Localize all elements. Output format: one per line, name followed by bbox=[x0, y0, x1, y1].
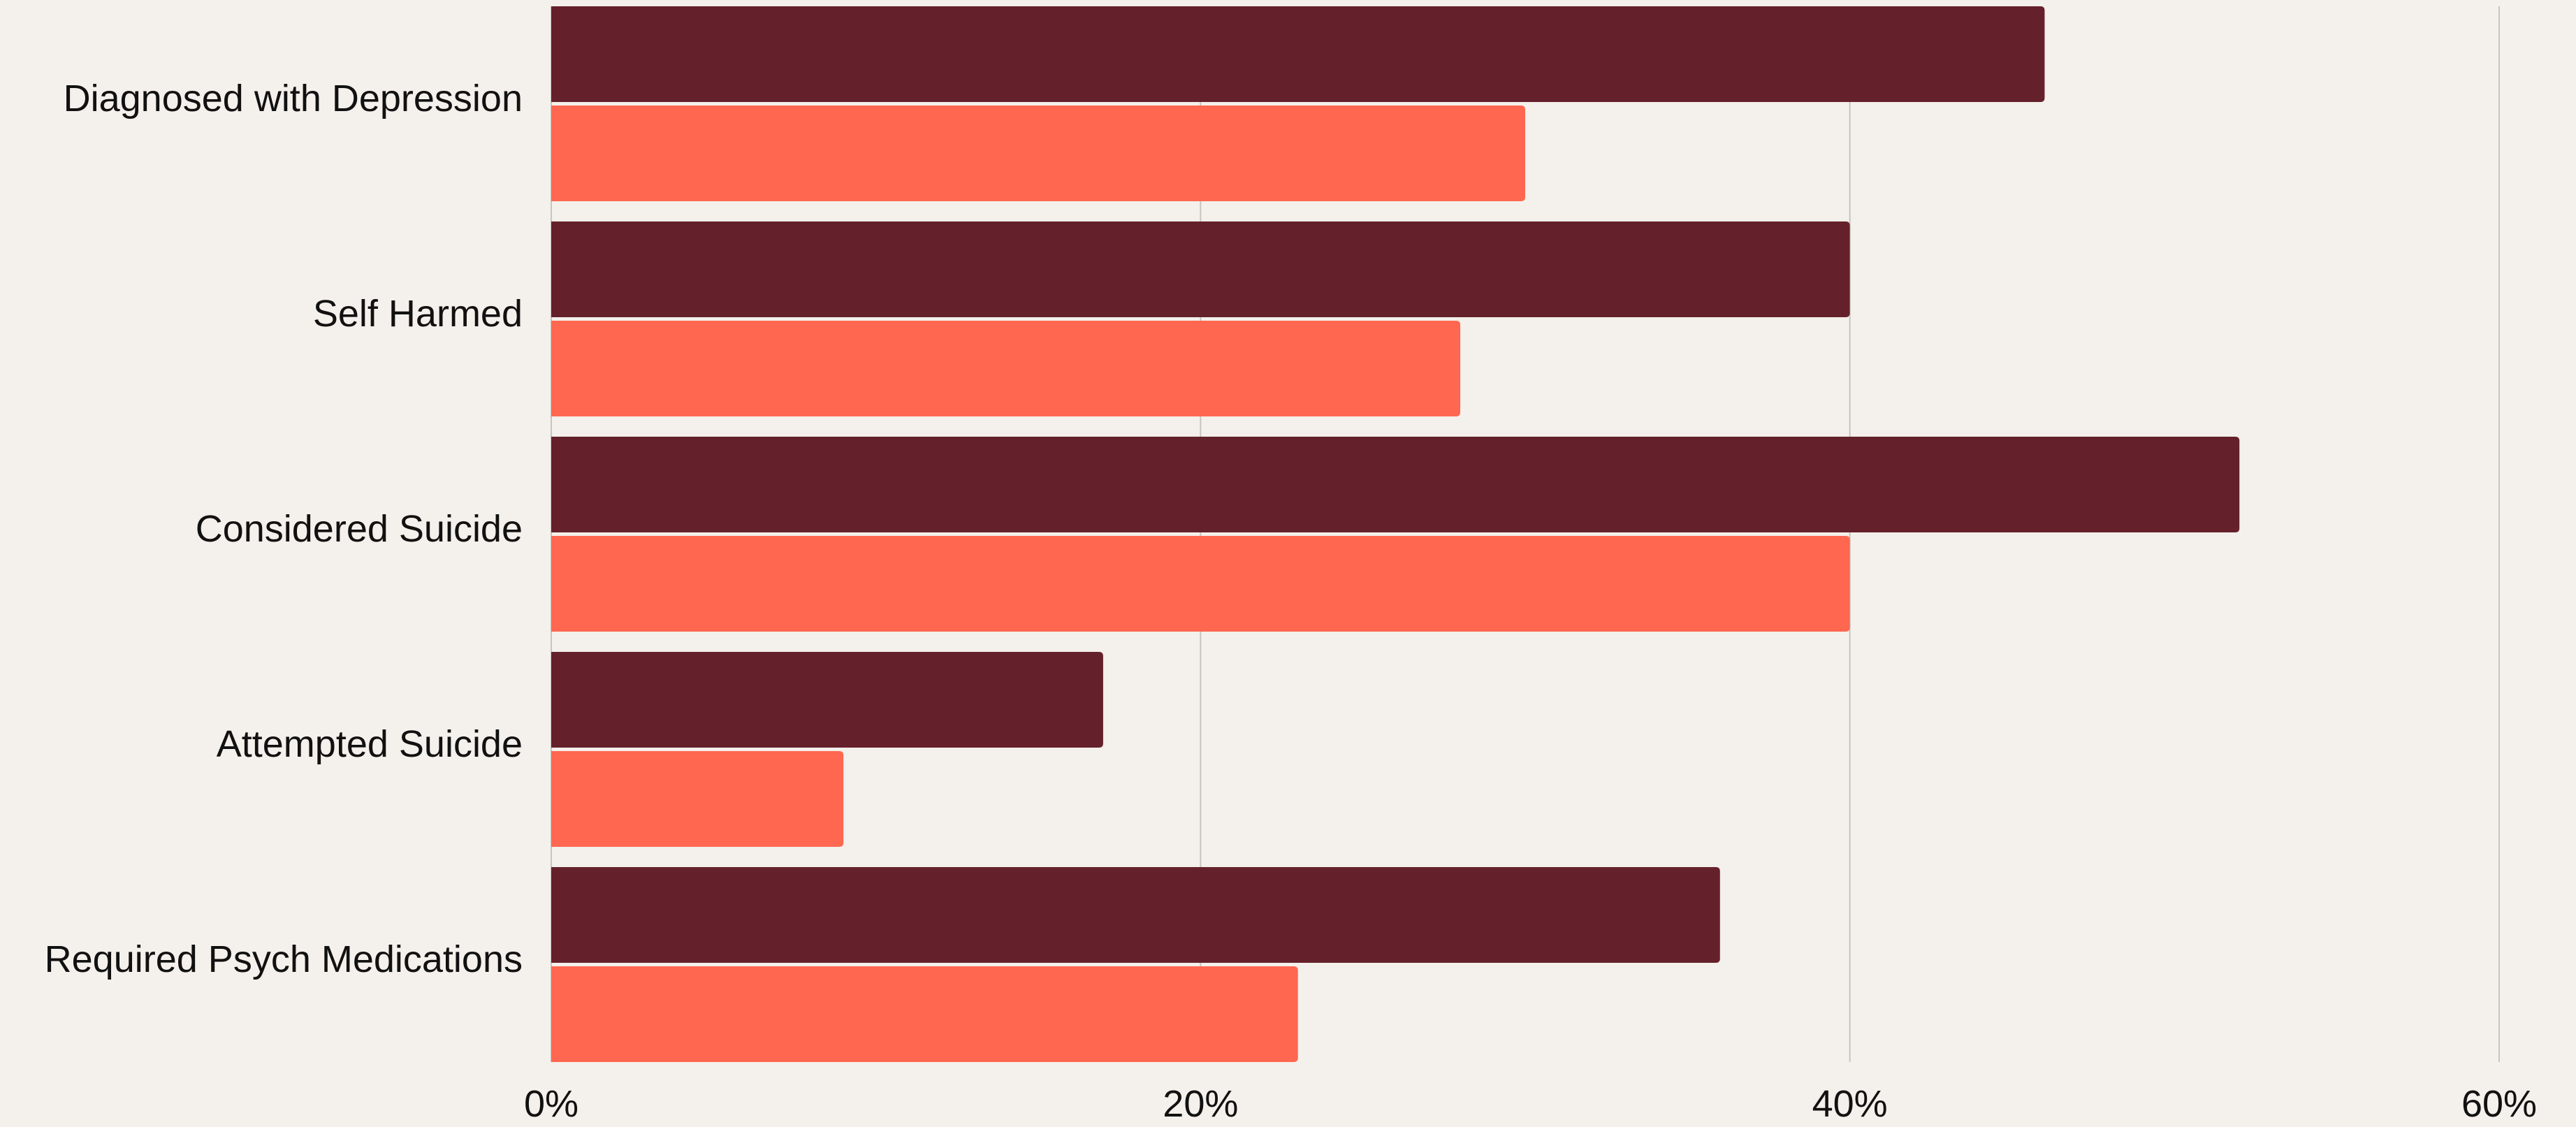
bar-4-series-0 bbox=[551, 867, 1720, 963]
bar-2-series-0 bbox=[551, 437, 2240, 532]
x-tick-label-0: 0% bbox=[524, 1083, 578, 1124]
bar-0-series-0 bbox=[551, 6, 2045, 102]
bar-1-series-0 bbox=[551, 221, 1850, 317]
bar-1-series-1 bbox=[551, 321, 1461, 416]
bar-3-series-0 bbox=[551, 652, 1103, 748]
bar-0-series-1 bbox=[551, 106, 1525, 201]
category-label-4: Required Psych Medications bbox=[45, 938, 523, 980]
category-label-0: Diagnosed with Depression bbox=[64, 78, 523, 119]
category-labels: Diagnosed with Depression Self Harmed Cons… bbox=[45, 78, 523, 980]
x-tick-label-2: 40% bbox=[1812, 1083, 1888, 1124]
x-tick-label-1: 20% bbox=[1163, 1083, 1238, 1124]
bar-3-series-1 bbox=[551, 751, 844, 847]
category-label-2: Considered Suicide bbox=[196, 508, 523, 550]
category-label-3: Attempted Suicide bbox=[217, 723, 523, 765]
bars bbox=[551, 6, 2240, 1062]
x-tick-label-3: 60% bbox=[2461, 1083, 2537, 1124]
x-axis-ticks: 0% 20% 40% 60% bbox=[524, 1083, 2537, 1125]
bar-4-series-1 bbox=[551, 966, 1298, 1062]
category-label-1: Self Harmed bbox=[313, 293, 523, 335]
bar-2-series-1 bbox=[551, 536, 1850, 632]
